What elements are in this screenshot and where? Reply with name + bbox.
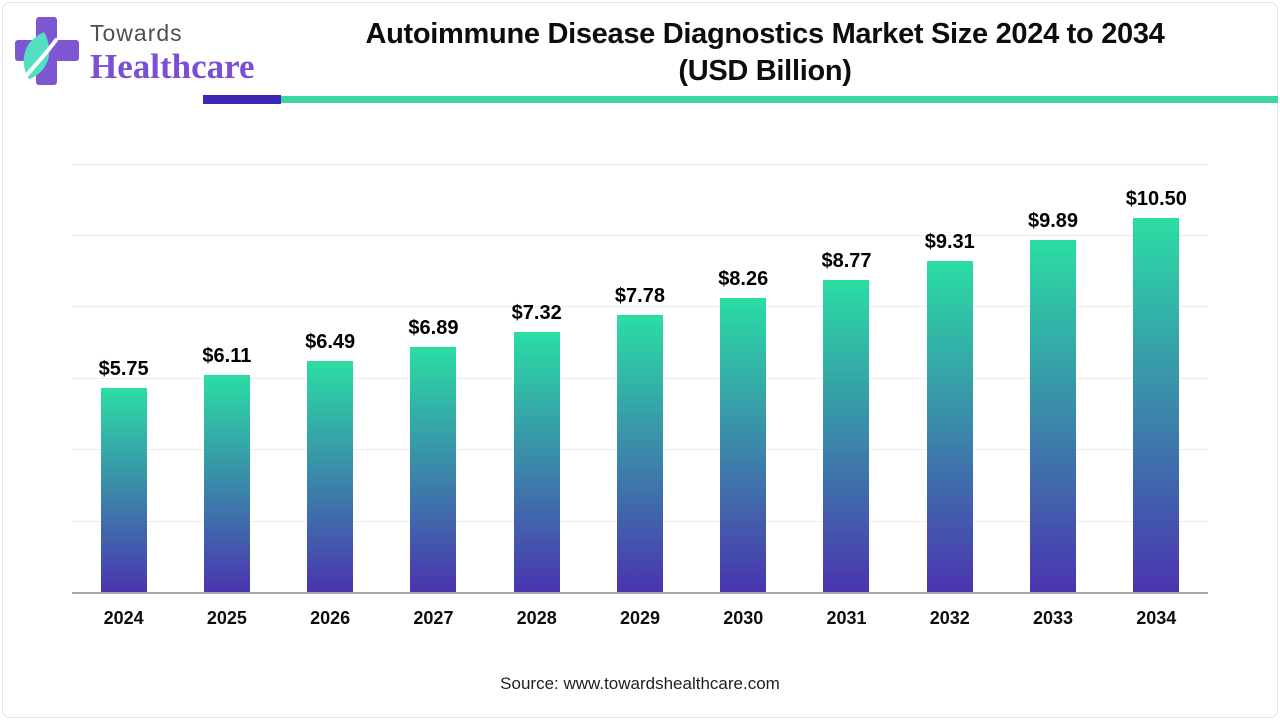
- bar-value-label-2030: $8.26: [718, 268, 769, 291]
- page-title: Autoimmune Disease Diagnostics Market Si…: [260, 16, 1270, 90]
- title-line-1: Autoimmune Disease Diagnostics Market Si…: [365, 18, 1165, 50]
- x-tick-label-2030: 2030: [723, 608, 764, 628]
- bar-value-label-2028: $7.32: [511, 301, 562, 324]
- x-axis-tick-labels: 2024 2025 2026 2027 2028 2029 2030 2031 2032 2033…: [72, 608, 1208, 629]
- x-tick-label-2031: 2031: [826, 608, 867, 628]
- bar-2030: $8.26: [718, 268, 768, 593]
- bar-value-label-2027: $6.89: [408, 317, 459, 340]
- bars-row: $5.75 $6.11 $6.49 $6.89 $7.32 $7.78 $8.26 $8.77…: [72, 155, 1208, 593]
- bar-2028: $7.32: [512, 302, 562, 593]
- bar-value-label-2031: $8.77: [821, 249, 872, 272]
- x-tick-label-2025: 2025: [206, 608, 247, 628]
- bar-value-label-2024: $5.75: [98, 357, 149, 380]
- x-tick-label-2024: 2024: [103, 608, 144, 628]
- bar-2031: $8.77: [821, 250, 872, 593]
- x-tick-label-2034: 2034: [1136, 608, 1177, 628]
- x-tick-label-2026: 2026: [310, 608, 351, 628]
- logo-cross-leaf-icon: [15, 17, 79, 85]
- bar-slot-2029: $7.78: [588, 155, 691, 593]
- x-tick-label-2029: 2029: [619, 608, 660, 628]
- bar-2032: $9.31: [925, 231, 975, 593]
- title-line-2: (USD Billion): [678, 54, 852, 87]
- bar-value-label-2033: $9.89: [1027, 209, 1079, 232]
- bar-2027: $6.89: [408, 317, 458, 593]
- bar-value-label-2032: $9.31: [924, 230, 975, 253]
- accent-line-teal: [281, 96, 1278, 103]
- bar-2034: $10.50: [1126, 188, 1187, 593]
- source-text: Source: www.towardshealthcare.com: [500, 674, 780, 693]
- x-axis-line: [72, 592, 1208, 594]
- bar-slot-2034: $10.50: [1105, 155, 1208, 593]
- x-tick-label-2027: 2027: [413, 608, 454, 628]
- gridline-8: [72, 306, 1208, 308]
- bar-slot-2028: $7.32: [485, 155, 588, 593]
- gridline-10: [72, 235, 1208, 236]
- bar-slot-2033: $9.89: [1001, 155, 1104, 593]
- bar-2033: $9.89: [1028, 210, 1078, 593]
- bar-slot-2027: $6.89: [382, 155, 485, 593]
- bar-slot-2032: $9.31: [898, 155, 1001, 593]
- gridline-12: [72, 163, 1208, 165]
- bar-value-label-2026: $6.49: [305, 331, 356, 354]
- bar-2029: $7.78: [615, 285, 665, 593]
- bar-2025: $6.11: [202, 345, 251, 593]
- x-tick-label-2032: 2032: [929, 608, 970, 628]
- x-tick-label-2028: 2028: [516, 608, 557, 628]
- logo-text-healthcare: Healthcare: [90, 47, 255, 86]
- bar-2024: $5.75: [99, 358, 149, 593]
- bar-value-label-2025: $6.11: [202, 344, 252, 367]
- bar-slot-2026: $6.49: [279, 155, 382, 593]
- bar-value-label-2034: $10.50: [1125, 188, 1187, 211]
- bar-slot-2031: $8.77: [795, 155, 898, 593]
- logo-text-towards: Towards: [90, 20, 183, 46]
- bar-chart-plot-area: $5.75 $6.11 $6.49 $6.89 $7.32 $7.78 $8.26 $8.77…: [72, 155, 1208, 594]
- bar-slot-2024: $5.75: [72, 155, 175, 593]
- towards-healthcare-logo: Towards Healthcare: [14, 14, 264, 92]
- bar-slot-2025: $6.11: [175, 155, 278, 593]
- x-tick-label-2033: 2033: [1033, 608, 1074, 628]
- bar-2026: $6.49: [305, 331, 355, 593]
- bar-value-label-2029: $7.78: [614, 285, 665, 308]
- accent-bar-purple: [203, 95, 281, 104]
- bar-slot-2030: $8.26: [692, 155, 795, 593]
